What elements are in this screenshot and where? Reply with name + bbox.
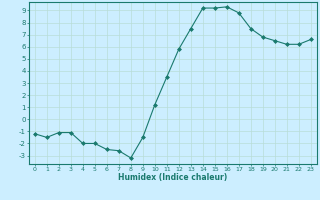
X-axis label: Humidex (Indice chaleur): Humidex (Indice chaleur) [118, 173, 228, 182]
